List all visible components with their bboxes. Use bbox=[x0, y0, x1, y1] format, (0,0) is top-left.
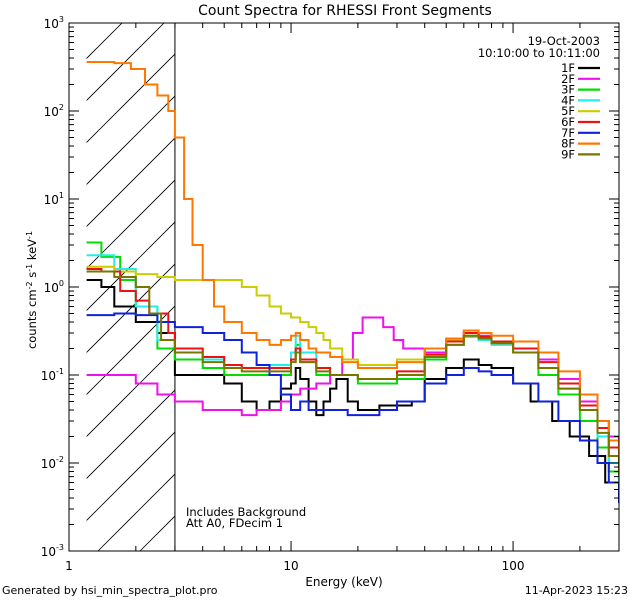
y-axis-label: counts cm-2 s-1 keV-1 bbox=[25, 231, 40, 349]
hatch-line bbox=[86, 431, 175, 521]
y-tick-label: 10-3 bbox=[41, 543, 64, 559]
hatch-line bbox=[86, 347, 175, 437]
legend-label-5f: 5F bbox=[561, 104, 575, 118]
legend-label-3f: 3F bbox=[561, 83, 575, 97]
footer-generator: Generated by hsi_min_spectra_plot.pro bbox=[2, 584, 218, 597]
x-axis-label: Energy (keV) bbox=[305, 575, 382, 589]
legend-label-7f: 7F bbox=[561, 126, 575, 140]
legend-label-2f: 2F bbox=[561, 72, 575, 86]
axis-ticks: 1 10 100 10-3 10-2 10-1 100 101 102 103 bbox=[41, 15, 620, 573]
legend-label-1f: 1F bbox=[561, 61, 575, 75]
legend-label-4f: 4F bbox=[561, 93, 575, 107]
x-tick-label: 100 bbox=[502, 559, 525, 573]
legend-date: 19-Oct-2003 bbox=[528, 34, 600, 48]
legend-time-range: 10:10:00 to 10:11:00 bbox=[478, 46, 600, 60]
series-line-9f bbox=[86, 270, 619, 477]
series-line-8f bbox=[86, 61, 619, 463]
x-tick-label: 1 bbox=[65, 559, 73, 573]
legend-label-6f: 6F bbox=[561, 115, 575, 129]
chart-title: Count Spectra for RHESSI Front Segments bbox=[198, 3, 492, 19]
annotation-background: Includes Background bbox=[186, 505, 306, 519]
y-tick-label: 10-1 bbox=[41, 367, 64, 383]
y-tick-label: 10-2 bbox=[41, 455, 64, 471]
y-tick-label: 102 bbox=[44, 103, 64, 119]
legend-label-8f: 8F bbox=[561, 137, 575, 151]
x-tick-label: 10 bbox=[283, 559, 298, 573]
annotation-attenuator: Att A0, FDecim 1 bbox=[186, 516, 283, 530]
hatch-line bbox=[86, 179, 175, 269]
legend-label-9f: 9F bbox=[561, 147, 575, 161]
hatch-line bbox=[86, 137, 175, 227]
y-tick-label: 103 bbox=[44, 15, 64, 31]
series-line-7f bbox=[86, 312, 619, 504]
hatch-region bbox=[86, 23, 175, 551]
series-layer bbox=[86, 61, 619, 504]
hatch-line bbox=[86, 389, 175, 479]
y-tick-label: 101 bbox=[44, 191, 64, 207]
y-tick-label: 100 bbox=[44, 279, 64, 295]
footer-timestamp: 11-Apr-2023 15:23 bbox=[525, 584, 628, 597]
